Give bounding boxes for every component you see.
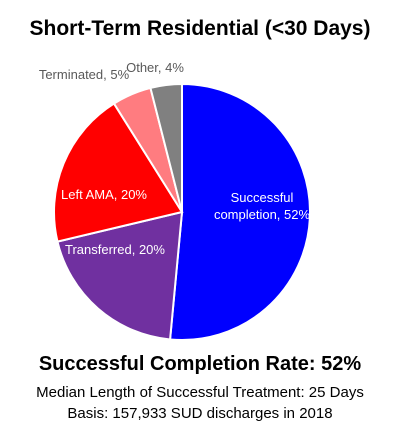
pie-slice-successful-completion (168, 82, 311, 341)
pie-slices (53, 82, 311, 341)
completion-rate: Successful Completion Rate: 52% (38, 353, 362, 375)
pie-chart: Successful completion, 52% Transferred, 20… (39, 60, 311, 341)
slice-label-left-ama: Left AMA, 20% (61, 187, 147, 202)
pie-slice-transferred (56, 210, 184, 341)
chart-title: Short-Term Residential (<30 Days) (29, 17, 371, 40)
pie-slice-other (149, 82, 183, 213)
slice-label-successful-completion: Successful completion, 52% (214, 190, 311, 222)
pie-labels: Successful completion, 52% Transferred, 20… (39, 60, 311, 257)
pie-slice-left-ama (53, 102, 184, 243)
slice-label-other: Other, 4% (126, 60, 184, 75)
basis-note: Basis: 157,933 SUD discharges in 2018 (67, 405, 333, 422)
slice-label-transferred: Transferred, 20% (65, 242, 165, 257)
slice-label-terminated: Terminated, 5% (39, 67, 130, 82)
median-length: Median Length of Successful Treatment: 2… (36, 384, 364, 401)
